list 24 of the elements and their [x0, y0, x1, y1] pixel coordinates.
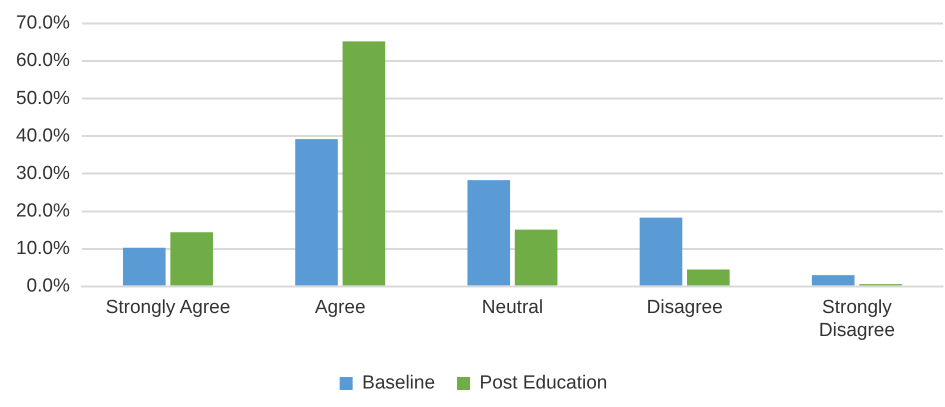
x-tick-label: Strongly Agree: [106, 297, 230, 318]
x-tick-label: Neutral: [482, 297, 544, 318]
y-tick-label: 0.0%: [26, 276, 70, 297]
y-tick-label: 70.0%: [16, 12, 70, 34]
bar: [295, 139, 338, 286]
bar: [467, 180, 510, 286]
bar: [170, 232, 213, 286]
bar: [687, 269, 730, 286]
bar: [640, 218, 682, 286]
y-tick-label: 40.0%: [16, 125, 70, 146]
y-tick-label: 10.0%: [16, 238, 70, 260]
y-tick-label: 50.0%: [16, 88, 70, 109]
x-tick-label: Disagree: [646, 297, 723, 318]
legend-label: Post Education: [480, 372, 608, 394]
y-tick-label: 20.0%: [16, 200, 70, 222]
bar: [812, 275, 855, 286]
y-tick-label: 30.0%: [16, 162, 70, 184]
x-tick-label: Strongly Disagree: [818, 297, 895, 341]
bar: [342, 41, 386, 286]
bar: [514, 230, 558, 286]
y-tick-label: 60.0%: [16, 50, 70, 72]
bar: [122, 248, 166, 286]
legend-label: Baseline: [362, 372, 436, 394]
x-tick-label: Agree: [314, 297, 366, 318]
